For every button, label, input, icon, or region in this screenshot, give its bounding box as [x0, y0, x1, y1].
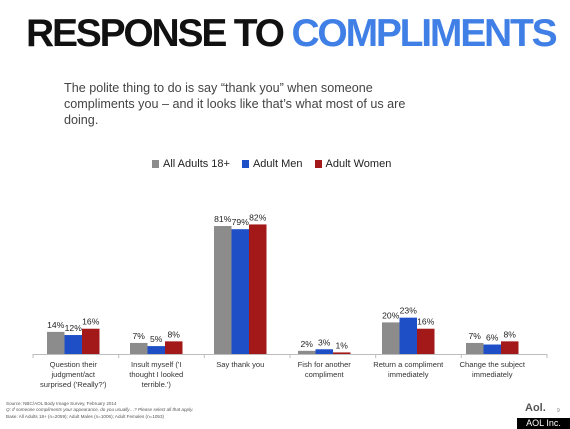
data-label-adult-women-6: 8% [504, 329, 517, 339]
category-label-6: Change the subject immediately [460, 360, 526, 379]
data-label-adult-men-4: 3% [318, 337, 331, 347]
bar-adult-men-6 [483, 344, 501, 354]
category-label-line: Return a compliment [373, 360, 444, 369]
category-label-line: thought I looked [129, 370, 183, 379]
corner-tag: AOL Inc. [517, 418, 570, 429]
bar-all-adults-18-3 [214, 226, 232, 354]
page-number: 9 [557, 408, 560, 414]
category-label-1: Question their judgment/act surprised ('Re… [40, 360, 107, 389]
aol-logo: Aol. [525, 402, 546, 414]
footnote-question-text: Q: If someone compliments your appearanc… [6, 407, 194, 413]
bar-adult-women-1 [82, 328, 100, 354]
category-label-line: terrible.') [142, 380, 172, 389]
slide-title: RESPONSE TO COMPLIMENTS [26, 12, 558, 56]
legend-item-all-adults-18: All Adults 18+ [152, 158, 230, 170]
category-label-line: judgment/act [51, 370, 96, 379]
bar-adult-men-5 [399, 317, 417, 354]
legend-item-adult-men: Adult Men [241, 158, 303, 170]
data-label-all-adults-18-6: 7% [469, 331, 482, 341]
category-label-line: compliment [305, 370, 345, 379]
category-label-line: surprised ('Really?') [40, 380, 107, 389]
bar-adult-men-3 [231, 229, 249, 354]
data-label-all-adults-18-3: 81% [214, 214, 232, 224]
chart-legend: All Adults 18+ Adult Men Adult Women [152, 158, 391, 170]
legend-item-adult-women: Adult Women [314, 158, 392, 170]
bar-adult-women-3 [249, 224, 267, 354]
legend-label: Adult Men [252, 158, 303, 170]
category-label-line: immediately [472, 370, 513, 379]
bar-adult-men-4 [315, 349, 333, 354]
bar-all-adults-18-5 [382, 322, 400, 354]
footnotes: Source: NBC/AOL Body Image Survey, Febru… [6, 401, 336, 420]
category-label-2: Insult myself ('I thought I looked terribl… [129, 360, 183, 389]
bar-all-adults-18-1 [47, 331, 65, 354]
data-label-all-adults-18-2: 7% [133, 331, 146, 341]
footnote-question: Q: If someone compliments your appearanc… [6, 407, 336, 413]
bar-adult-women-5 [417, 328, 435, 354]
category-label-line: Insult myself ('I [131, 360, 181, 369]
legend-swatch [241, 160, 249, 168]
footnote-base: Base: All Adults 18+ (n=2059); Adult Mal… [6, 413, 165, 419]
footnote-source: Source: NBC/AOL Body Image Survey, Febru… [6, 401, 117, 406]
category-label-line: Question their [50, 360, 98, 369]
slide-subtitle: The polite thing to do is say “thank you… [64, 81, 406, 127]
category-label-5: Return a compliment immediately [373, 360, 444, 379]
legend-label: All Adults 18+ [163, 158, 230, 170]
data-label-adult-women-4: 1% [336, 340, 349, 350]
data-label-all-adults-18-1: 14% [47, 320, 65, 330]
data-label-adult-women-2: 8% [168, 329, 181, 339]
bar-adult-women-4 [333, 352, 351, 354]
legend-label: Adult Women [325, 158, 392, 170]
category-label-3: Say thank you [216, 360, 264, 369]
data-label-adult-men-3: 79% [232, 217, 250, 227]
bar-all-adults-18-6 [466, 342, 484, 354]
title-part-compliments: COMPLIMENTS [291, 12, 557, 55]
category-label-4: Fish for another compliment [298, 360, 352, 379]
bar-all-adults-18-2 [130, 342, 148, 354]
data-label-all-adults-18-4: 2% [301, 339, 314, 349]
bar-adult-men-2 [147, 346, 165, 354]
category-label-line: Say thank you [216, 360, 264, 369]
legend-swatch [314, 160, 322, 168]
data-label-adult-men-6: 6% [486, 333, 499, 343]
data-label-adult-men-2: 5% [150, 334, 163, 344]
bar-all-adults-18-4 [298, 350, 316, 354]
category-label-line: Change the subject [460, 360, 526, 369]
data-label-adult-men-5: 23% [400, 306, 418, 316]
bar-adult-women-6 [501, 341, 519, 354]
data-label-adult-women-5: 16% [417, 317, 435, 327]
data-label-all-adults-18-5: 20% [382, 310, 400, 320]
data-label-adult-women-1: 16% [82, 317, 100, 327]
legend-swatch [152, 160, 159, 168]
category-label-line: immediately [388, 370, 429, 379]
bar-adult-women-2 [165, 341, 183, 354]
data-label-adult-men-1: 12% [65, 323, 83, 333]
bar-adult-men-1 [64, 335, 82, 354]
title-part-response-to: RESPONSE TO [26, 12, 285, 55]
category-label-line: Fish for another [298, 360, 352, 369]
data-label-adult-women-3: 82% [249, 212, 267, 222]
